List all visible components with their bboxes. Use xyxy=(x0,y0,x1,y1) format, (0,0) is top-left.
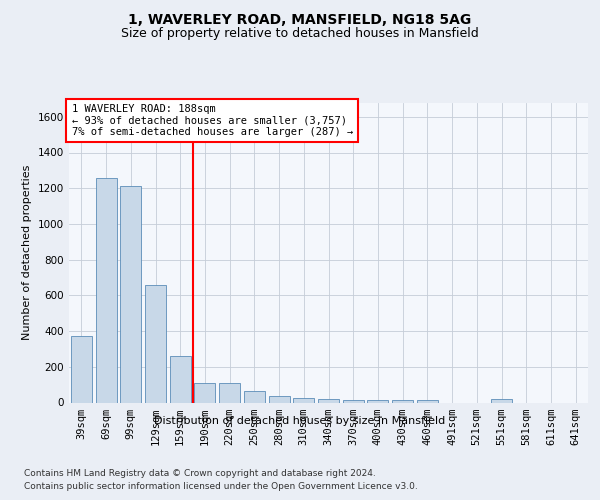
Text: Size of property relative to detached houses in Mansfield: Size of property relative to detached ho… xyxy=(121,28,479,40)
Bar xyxy=(244,391,265,402)
Y-axis label: Number of detached properties: Number of detached properties xyxy=(22,165,32,340)
Bar xyxy=(170,356,191,403)
Text: Distribution of detached houses by size in Mansfield: Distribution of detached houses by size … xyxy=(154,416,446,426)
Text: 1 WAVERLEY ROAD: 188sqm
← 93% of detached houses are smaller (3,757)
7% of semi-: 1 WAVERLEY ROAD: 188sqm ← 93% of detache… xyxy=(71,104,353,137)
Bar xyxy=(219,383,240,402)
Bar xyxy=(145,284,166,403)
Bar xyxy=(120,186,141,402)
Text: Contains HM Land Registry data © Crown copyright and database right 2024.: Contains HM Land Registry data © Crown c… xyxy=(24,469,376,478)
Bar xyxy=(71,336,92,402)
Bar xyxy=(343,400,364,402)
Bar xyxy=(95,178,116,402)
Bar xyxy=(367,400,388,402)
Bar xyxy=(293,398,314,402)
Bar xyxy=(392,400,413,402)
Bar xyxy=(194,383,215,402)
Bar xyxy=(491,399,512,402)
Bar xyxy=(417,400,438,402)
Bar xyxy=(269,396,290,402)
Text: 1, WAVERLEY ROAD, MANSFIELD, NG18 5AG: 1, WAVERLEY ROAD, MANSFIELD, NG18 5AG xyxy=(128,12,472,26)
Text: Contains public sector information licensed under the Open Government Licence v3: Contains public sector information licen… xyxy=(24,482,418,491)
Bar xyxy=(318,400,339,402)
